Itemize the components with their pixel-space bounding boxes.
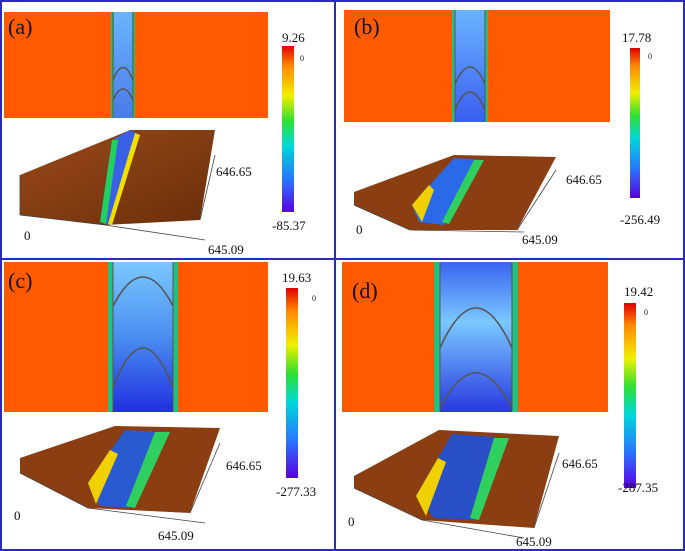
panel-a: (a) 9.26 0 -85.37 646.65 0 645.09 (0, 0, 336, 260)
panel-d-axis-origin: 0 (348, 514, 355, 529)
panel-b-colorbar-max: 17.78 (622, 30, 652, 45)
panel-d: (d) 19.42 0 -287.35 646.65 0 645.09 (334, 258, 685, 551)
panel-c-axis-x: 645.09 (158, 528, 194, 543)
panel-a-axis-y: 646.65 (216, 164, 252, 179)
panel-b-colorbar-zero: 0 (648, 52, 652, 61)
panel-a-label: (a) (8, 14, 33, 39)
panel-c-axis-origin: 0 (14, 508, 21, 523)
panel-d-colorbar-max: 19.42 (624, 284, 654, 299)
panel-d-axis-x: 645.09 (516, 534, 552, 549)
panel-d-axis-y: 646.65 (562, 456, 598, 471)
panel-b-axis-x: 645.09 (522, 232, 558, 247)
panel-a-colorbar-min: -85.37 (272, 218, 306, 233)
panel-a-topview (4, 12, 294, 241)
panel-a-axis-origin: 0 (24, 228, 31, 243)
panel-b-colorbar-min: -256.49 (620, 212, 661, 227)
panel-border-d (334, 258, 685, 551)
panel-c-label: (c) (8, 268, 33, 293)
panel-c-colorbar-min: -277.33 (276, 484, 317, 499)
panel-a-colorbar-zero: 0 (300, 54, 304, 63)
panel-c-colorbar-max: 19.63 (282, 270, 312, 285)
panel-c-colorbar-zero: 0 (312, 294, 316, 303)
panel-a-colorbar-max: 9.26 (282, 30, 305, 45)
panel-a-axis-x: 645.09 (208, 242, 244, 257)
panel-b-label: (b) (354, 14, 380, 39)
panel-c-axis-y: 646.65 (226, 458, 262, 473)
panel-d-colorbar-zero: 0 (644, 308, 648, 317)
panel-d-colorbar-min: -287.35 (618, 480, 659, 495)
panel-c-topview (4, 262, 298, 524)
panel-d-label: (d) (352, 278, 378, 303)
panel-b: (b) 17.78 0 -256.49 646.65 0 645.09 (334, 0, 685, 260)
panel-b-axis-origin: 0 (356, 222, 363, 237)
panel-b-axis-y: 646.65 (566, 172, 602, 187)
panel-b-topview (344, 10, 640, 233)
panel-c: (c) 19.63 0 -277.33 646.65 0 645.09 (0, 258, 336, 551)
panel-d-topview (342, 262, 636, 539)
